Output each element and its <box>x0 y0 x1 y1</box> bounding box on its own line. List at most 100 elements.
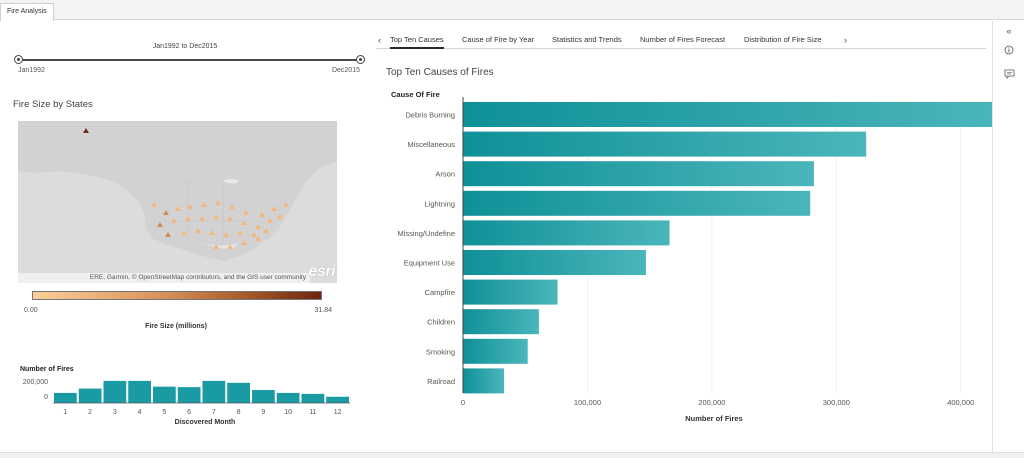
fire-size-map[interactable]: ERE, Garmin, © OpenStreetMap contributor… <box>18 121 337 283</box>
tabs-scroll-right-icon[interactable]: › <box>844 35 847 45</box>
chart-bar <box>463 161 814 187</box>
esri-logo: esri <box>308 263 336 280</box>
map-fire-marker <box>223 232 229 237</box>
chart-bar <box>463 368 505 394</box>
histogram-y-tick: 0 <box>44 394 48 401</box>
histogram-x-tick: 1 <box>63 409 67 416</box>
tab-fire-analysis[interactable]: Fire Analysis <box>0 3 54 21</box>
tab-strip: Fire Analysis <box>0 0 1024 21</box>
time-slider-range-label: Jan1992 to Dec2015 <box>152 43 218 50</box>
time-slider-min-label: Jan1992 <box>18 67 45 74</box>
map-fire-marker <box>255 236 261 241</box>
map-fire-marker <box>181 230 187 235</box>
histogram-bar <box>326 396 349 403</box>
map-fire-marker <box>241 240 247 245</box>
chart-bar <box>463 338 528 364</box>
map-fire-marker <box>277 214 283 219</box>
map-fire-marker <box>165 232 171 237</box>
map-legend-max: 31.84 <box>314 307 332 314</box>
chart-x-tick-label: 400,000 <box>947 398 974 407</box>
map-fire-marker <box>255 224 261 229</box>
chart-category-label: Missing/Undefine <box>397 229 455 238</box>
time-slider-track[interactable] <box>18 59 360 61</box>
map-fire-marker <box>201 202 207 207</box>
map-fire-marker <box>237 230 243 235</box>
top-ten-causes-chart[interactable]: Cause Of Fire Debris Burning Miscellaneous… <box>370 21 992 452</box>
tabs-scroll-left-icon[interactable]: ‹ <box>378 35 381 45</box>
time-slider-start-handle[interactable] <box>14 55 23 64</box>
map-fire-marker <box>209 230 215 235</box>
map-fire-marker <box>259 212 265 217</box>
tab-statistics-and-trends[interactable]: Statistics and Trends <box>552 35 622 44</box>
map-fire-marker <box>195 228 201 233</box>
histogram-x-tick: 12 <box>334 409 342 416</box>
map-water-great-lakes <box>223 179 239 184</box>
comment-icon[interactable] <box>999 67 1019 81</box>
map-fire-marker <box>283 202 289 207</box>
chart-x-tick-label: 0 <box>461 398 465 407</box>
histogram-bar <box>202 380 226 403</box>
histogram-bar <box>54 392 77 403</box>
histogram-bar <box>103 380 127 403</box>
histogram-x-tick: 5 <box>162 409 166 416</box>
chart-category-label: Miscellaneous <box>407 140 455 149</box>
histogram-bar <box>78 388 102 403</box>
map-fire-marker <box>267 218 273 223</box>
time-slider-max-label: Dec2015 <box>331 67 360 74</box>
histogram-x-tick: 2 <box>88 409 92 416</box>
histogram-bar <box>227 382 250 403</box>
left-panel: Jan1992 to Dec2015 Jan1992 Dec2015 Fire … <box>0 21 370 452</box>
chart-tab-bar: ‹ Top Ten Causes Cause of Fire by Year S… <box>376 33 986 49</box>
histogram-x-tick: 11 <box>309 409 316 416</box>
map-fire-marker <box>185 216 191 221</box>
map-fire-marker <box>175 206 181 211</box>
chart-bar <box>463 309 539 335</box>
map-fire-marker <box>271 206 277 211</box>
map-fire-marker <box>227 216 233 221</box>
histogram-x-tick: 7 <box>212 409 216 416</box>
chart-y-axis-title: Cause Of Fire <box>391 90 440 99</box>
map-fire-marker <box>229 204 235 209</box>
map-fire-marker <box>263 228 269 233</box>
histogram-bar <box>128 380 151 403</box>
chart-category-label: Smoking <box>426 347 455 356</box>
map-fire-marker <box>157 222 163 227</box>
right-rail: « <box>992 21 1024 452</box>
histogram-bar <box>153 386 176 403</box>
map-fire-marker <box>243 210 249 215</box>
collapse-panel-icon[interactable]: « <box>1006 26 1012 36</box>
tab-top-ten-causes[interactable]: Top Ten Causes <box>390 33 444 49</box>
histogram-x-tick: 4 <box>138 409 142 416</box>
map-fire-marker <box>83 128 89 133</box>
histogram-bar <box>276 392 300 403</box>
histogram-y-tick: 200,000 <box>23 379 48 386</box>
chart-title: Top Ten Causes of Fires <box>386 67 494 78</box>
bottom-bar <box>0 452 1024 458</box>
histogram-bar <box>252 390 275 403</box>
map-fire-marker <box>251 232 257 237</box>
histogram-x-tick: 8 <box>237 409 241 416</box>
info-icon[interactable] <box>999 43 1019 57</box>
chart-bar <box>463 250 646 275</box>
histogram-x-tick: 10 <box>284 409 292 416</box>
chart-category-label: Children <box>427 318 455 327</box>
map-legend-color-ramp <box>32 291 322 300</box>
map-canvas <box>18 121 337 261</box>
map-fire-marker <box>151 202 157 207</box>
tab-number-of-fires-forecast[interactable]: Number of Fires Forecast <box>640 35 726 44</box>
map-fire-marker <box>163 210 169 215</box>
chart-bar <box>463 131 867 157</box>
map-fire-marker <box>227 244 233 249</box>
tab-distribution-of-fire-size[interactable]: Distribution of Fire Size <box>744 35 822 44</box>
time-slider-end-handle[interactable] <box>356 55 365 64</box>
chart-category-label: Arson <box>435 170 455 179</box>
map-fire-marker <box>199 216 205 221</box>
map-attribution: ERE, Garmin, © OpenStreetMap contributor… <box>18 273 310 283</box>
map-land-north-america <box>18 121 337 261</box>
histogram-x-tick: 6 <box>187 409 191 416</box>
tab-cause-of-fire-by-year[interactable]: Cause of Fire by Year <box>462 35 535 44</box>
map-fire-marker <box>241 220 247 225</box>
chart-bar <box>463 190 811 216</box>
